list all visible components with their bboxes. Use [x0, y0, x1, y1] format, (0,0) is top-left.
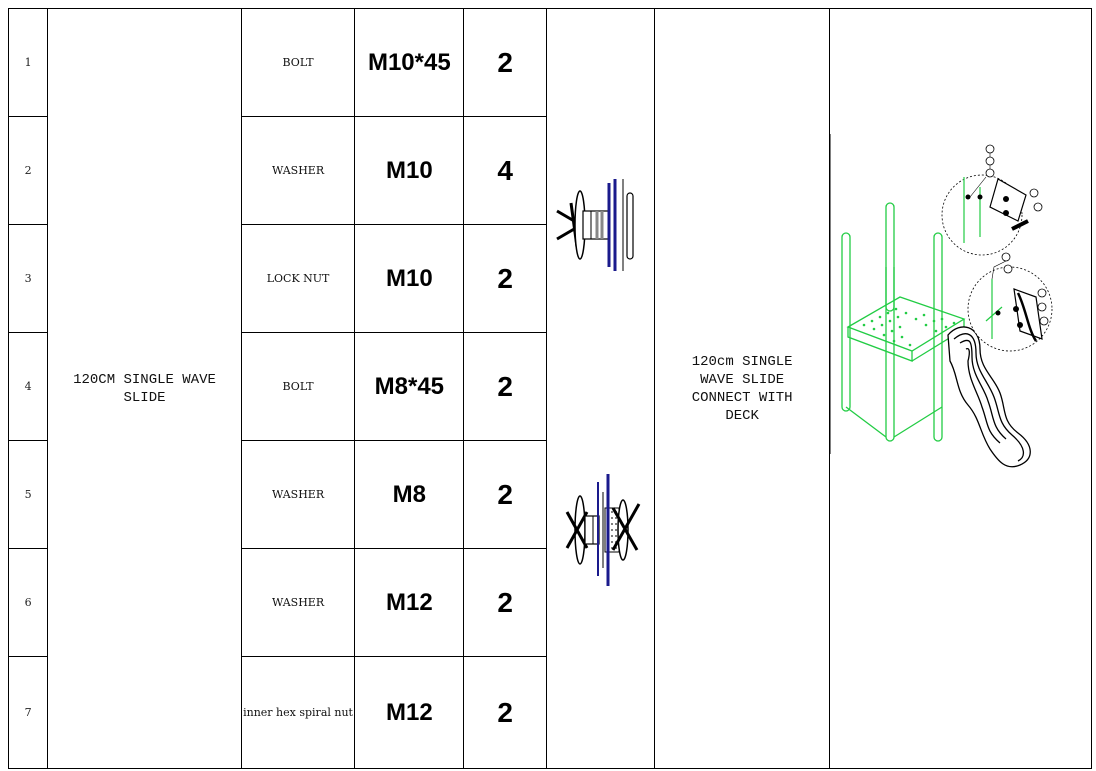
part-name: BOLT — [240, 8, 356, 117]
row-number: 4 — [7, 332, 49, 441]
hardware-images — [545, 8, 656, 769]
part-name: BOLT — [240, 332, 356, 441]
part-qty: 2 — [463, 224, 547, 333]
part-spec: M10 — [354, 224, 465, 333]
item-name: 120CM SINGLE WAVE SLIDE — [47, 8, 242, 769]
slide-deck-drawing — [829, 8, 1092, 769]
deck-perforations — [862, 307, 956, 347]
row-number: 7 — [7, 656, 49, 769]
table-row: 5 WASHER M8 2 — [7, 440, 1092, 549]
wave-slide — [947, 326, 1032, 468]
part-spec: M10 — [354, 116, 465, 225]
bolt-washer-nut-assembly-icon — [565, 474, 641, 586]
part-qty: 2 — [463, 440, 547, 549]
part-qty: 4 — [463, 116, 547, 225]
part-qty: 2 — [463, 656, 547, 769]
part-spec: M8 — [354, 440, 465, 549]
table-row: 2 WASHER M10 4 — [7, 116, 1092, 225]
parts-table: 1 120CM SINGLE WAVE SLIDE BOLT M10*45 2 — [7, 8, 1092, 769]
part-qty: 2 — [463, 332, 547, 441]
row-number: 1 — [7, 8, 49, 117]
part-spec: M10*45 — [354, 8, 465, 117]
part-spec: M12 — [354, 656, 465, 769]
part-spec: M8*45 — [354, 332, 465, 441]
parts-sheet: 1 120CM SINGLE WAVE SLIDE BOLT M10*45 2 — [7, 8, 1094, 769]
deck-frame — [841, 202, 966, 442]
hardware-images-svg — [556, 179, 641, 586]
detail-callout-top — [941, 144, 1043, 256]
slide-deck-drawing-svg — [830, 134, 1053, 468]
part-qty: 2 — [463, 8, 547, 117]
part-qty: 2 — [463, 548, 547, 657]
row-number: 2 — [7, 116, 49, 225]
part-name: WASHER — [240, 116, 356, 225]
row-number: 5 — [7, 440, 49, 549]
row-number: 6 — [7, 548, 49, 657]
part-spec: M12 — [354, 548, 465, 657]
part-name: inner hex spiral nut — [240, 656, 356, 769]
bolt-washer-nut-assembly-icon — [556, 179, 634, 271]
table-row: 6 WASHER M12 2 — [7, 548, 1092, 657]
table-row: 1 120CM SINGLE WAVE SLIDE BOLT M10*45 2 — [7, 8, 1092, 769]
part-name: WASHER — [240, 548, 356, 657]
detail-callout-bottom — [967, 252, 1053, 352]
table-row: 7 inner hex spiral nut M12 2 — [7, 656, 1092, 769]
assembly-description: 120cm SINGLE WAVE SLIDE CONNECT WITH DEC… — [654, 8, 831, 769]
row-number: 3 — [7, 224, 49, 333]
part-name: LOCK NUT — [240, 224, 356, 333]
part-name: WASHER — [240, 440, 356, 549]
